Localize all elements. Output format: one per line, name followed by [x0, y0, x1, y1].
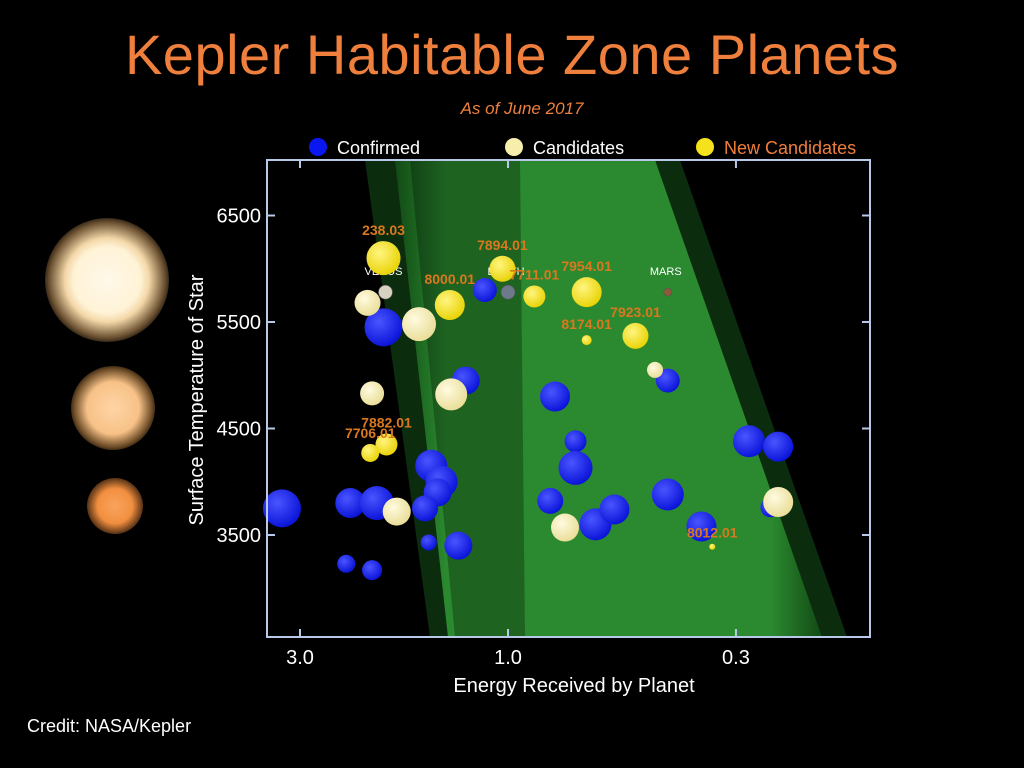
- new-candidate-planet: [375, 433, 398, 456]
- medium-star-icon: [71, 366, 155, 450]
- legend-marker-new-candidates: [696, 138, 714, 156]
- hot-star-icon: [45, 218, 169, 342]
- candidate-planet: [647, 361, 664, 378]
- candidate-planet: [763, 486, 794, 517]
- confirmed-planet: [364, 308, 403, 347]
- legend: Confirmed Candidates New Candidates: [309, 138, 856, 158]
- axes: 3.0 1.0 0.3 6500 5500 4500 3500: [217, 160, 870, 669]
- credit-text: Credit: NASA/Kepler: [27, 716, 192, 736]
- y-axis-label: Surface Temperature of Star: [186, 274, 208, 525]
- confirmed-planet: [335, 488, 366, 519]
- solar-planet-label: MARS: [650, 266, 682, 278]
- planet-label: 7954.01: [561, 258, 612, 274]
- y-tick-label: 6500: [217, 206, 262, 228]
- y-tick-label: 5500: [217, 312, 262, 334]
- confirmed-planet: [472, 278, 497, 303]
- planet-label: 7923.01: [610, 304, 661, 320]
- confirmed-planet: [558, 450, 593, 485]
- new-candidate-planet: [622, 322, 649, 349]
- solar-planet-venus: [378, 284, 393, 300]
- planet-labels: 238.03 7894.01 7954.01 8000.01 7711.01 7923.0…: [345, 222, 738, 541]
- cool-star-icon: [87, 478, 143, 534]
- confirmed-planet: [655, 368, 680, 393]
- confirmed-planet: [444, 531, 473, 560]
- planet-label: 7706.01: [345, 425, 396, 441]
- confirmed-planet: [420, 534, 437, 551]
- confirmed-planet: [337, 554, 356, 573]
- planet-label: 7711.01: [509, 266, 559, 282]
- x-tick-label: 3.0: [286, 647, 314, 669]
- planet-label: 8000.01: [424, 271, 475, 287]
- new-candidate-planet: [581, 335, 592, 346]
- confirmed-planet: [651, 478, 684, 511]
- confirmed-planet: [412, 495, 439, 522]
- planet-label: 8012.01: [687, 525, 738, 541]
- planet-label: 238.03: [362, 222, 405, 238]
- new-candidate-planet: [571, 277, 602, 308]
- legend-marker-candidates: [505, 138, 523, 156]
- planet-label: 8174.01: [561, 316, 612, 332]
- page-subtitle: As of June 2017: [460, 99, 584, 118]
- y-tick-label: 4500: [217, 419, 262, 441]
- confirmed-planet: [564, 430, 587, 453]
- confirmed-planet: [733, 425, 766, 458]
- new-candidate-planet: [361, 443, 380, 462]
- confirmed-planet: [599, 494, 630, 525]
- x-tick-label: 0.3: [722, 647, 750, 669]
- confirmed-planet: [763, 431, 794, 462]
- new-candidate-planet: [434, 289, 465, 320]
- confirmed-planet: [262, 489, 301, 528]
- page-title: Kepler Habitable Zone Planets: [124, 23, 900, 86]
- confirmed-planet: [537, 487, 564, 514]
- candidate-planet: [360, 381, 385, 406]
- plot-frame: [266, 159, 871, 638]
- x-axis-label: Energy Received by Planet: [453, 675, 695, 697]
- new-candidate-planet: [523, 285, 546, 308]
- confirmed-planet: [362, 560, 383, 581]
- new-candidate-planet: [489, 255, 516, 282]
- candidate-planet: [354, 289, 381, 316]
- legend-label-confirmed: Confirmed: [337, 138, 420, 158]
- confirmed-planet: [686, 511, 717, 542]
- solar-planet-earth: [500, 284, 516, 300]
- confirmed-planet: [540, 381, 571, 412]
- legend-label-new-candidates: New Candidates: [724, 138, 856, 158]
- planet-label: 7882.01: [361, 414, 412, 430]
- planet-label: 7894.01: [477, 237, 528, 253]
- legend-marker-confirmed: [309, 138, 327, 156]
- planet-markers: [262, 241, 794, 581]
- candidate-planet: [435, 378, 468, 411]
- x-tick-label: 1.0: [494, 647, 522, 669]
- new-candidate-planet: [366, 241, 401, 276]
- legend-label-candidates: Candidates: [533, 138, 624, 158]
- candidate-planet: [382, 497, 411, 526]
- candidate-planet: [402, 307, 437, 342]
- new-candidate-planet: [709, 543, 716, 550]
- candidate-planet: [551, 513, 580, 542]
- solar-planet-mars: [663, 287, 673, 297]
- y-tick-label: 3500: [217, 525, 262, 547]
